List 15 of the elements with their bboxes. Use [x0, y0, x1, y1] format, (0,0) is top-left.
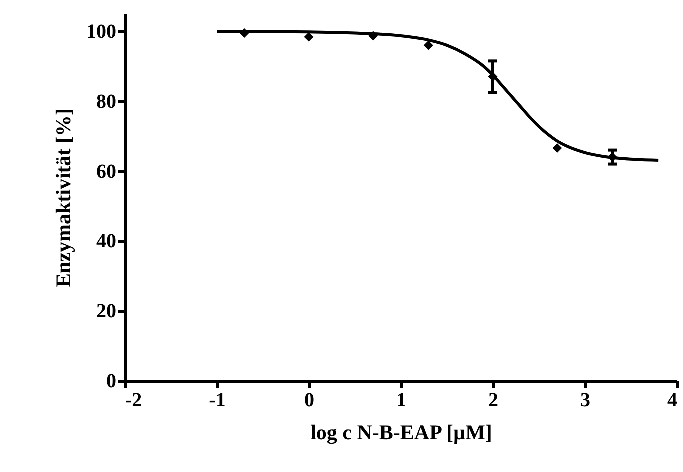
x-tick-label: 0 [304, 390, 314, 412]
y-tick-label: 80 [96, 90, 116, 113]
x-tick-label: 3 [580, 390, 590, 412]
x-tick-label: 1 [396, 390, 406, 412]
x-tick-label: -1 [209, 390, 226, 412]
y-axis-title: Enzymaktivität [%] [52, 108, 76, 288]
x-axis-title: log c N-B-EAP [µM] [310, 420, 492, 444]
y-tick-label: 40 [96, 230, 116, 253]
y-tick-label: 100 [86, 20, 116, 43]
y-tick-label: 60 [96, 160, 116, 183]
y-tick-label: 20 [96, 300, 116, 323]
x-tick-label: 2 [488, 390, 498, 412]
x-tick-label: 4 [668, 390, 678, 412]
x-tick-label: -2 [126, 390, 142, 412]
y-tick-label: 0 [106, 370, 116, 392]
